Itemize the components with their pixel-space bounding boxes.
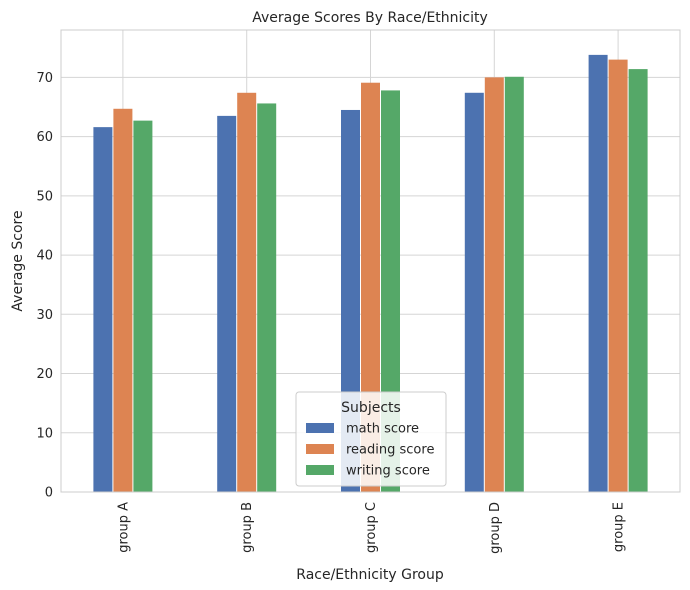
bar-writing-score-group-E xyxy=(628,69,648,492)
y-tick-label: 40 xyxy=(36,249,53,264)
bar-reading-score-group-B xyxy=(237,92,257,493)
legend-label: writing score xyxy=(346,464,430,479)
legend-swatch xyxy=(306,423,334,433)
y-tick-label: 0 xyxy=(45,486,53,501)
bar-reading-score-group-E xyxy=(608,59,628,492)
bar-reading-score-group-A xyxy=(113,108,133,493)
legend-items: math score reading score writing score xyxy=(306,422,434,479)
x-tick-label: group D xyxy=(488,502,503,554)
x-axis-label: Race/Ethnicity Group xyxy=(296,567,444,583)
x-tick-label: group E xyxy=(612,502,627,552)
legend-label: reading score xyxy=(346,443,434,458)
y-axis-label: Average Score xyxy=(10,210,26,311)
y-tick-label: 60 xyxy=(36,130,53,145)
chart-title: Average Scores By Race/Ethnicity xyxy=(252,10,488,26)
y-tick-label: 20 xyxy=(36,367,53,382)
bar-writing-score-group-D xyxy=(504,76,524,493)
legend-title: Subjects xyxy=(341,400,401,416)
y-tick-label: 50 xyxy=(36,189,53,204)
bar-reading-score-group-C xyxy=(361,82,380,492)
bar-math-score-group-D xyxy=(464,92,484,493)
bar-math-score-group-B xyxy=(217,115,237,492)
legend: Subjects math score reading score writing … xyxy=(295,391,447,487)
plot-frame xyxy=(60,29,681,493)
x-ticks: group A group B group C group D group E xyxy=(116,502,626,554)
legend-swatch xyxy=(306,465,334,475)
bar-reading-score-group-D xyxy=(484,77,504,492)
x-tick-label: group C xyxy=(364,502,379,553)
y-tick-label: 30 xyxy=(36,308,53,323)
bar-writing-score-group-A xyxy=(133,120,153,492)
legend-label: math score xyxy=(346,422,419,437)
y-tick-label: 70 xyxy=(36,71,53,86)
y-tick-label: 10 xyxy=(36,426,53,441)
x-tick-label: group A xyxy=(116,502,131,553)
x-tick-label: group B xyxy=(240,502,255,553)
bar-math-score-group-E xyxy=(588,54,608,492)
legend-box xyxy=(295,391,447,487)
legend-swatch xyxy=(306,444,334,454)
bar-math-score-group-A xyxy=(93,127,113,492)
y-ticks: 0 10 20 30 40 50 60 70 xyxy=(36,71,53,501)
bar-writing-score-group-B xyxy=(257,103,277,492)
